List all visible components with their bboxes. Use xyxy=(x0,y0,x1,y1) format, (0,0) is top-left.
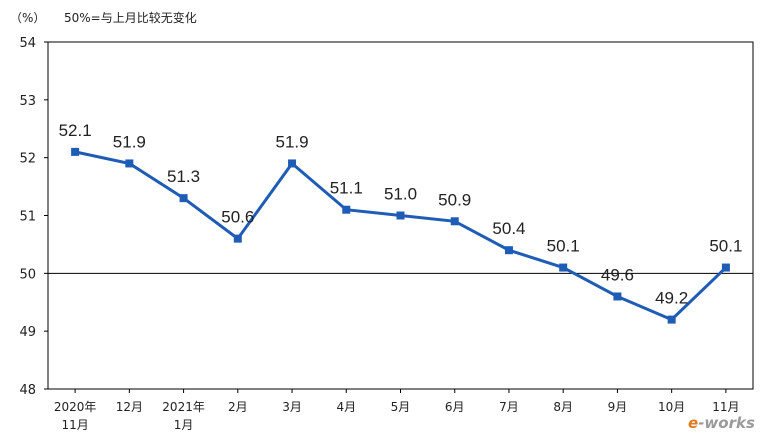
y-tick-label: 54 xyxy=(19,36,36,51)
x-tick-label: 11月 xyxy=(61,418,88,432)
data-point xyxy=(342,205,351,214)
y-tick-label: 49 xyxy=(19,325,36,340)
data-point xyxy=(450,217,459,226)
data-point xyxy=(233,234,242,243)
data-point xyxy=(71,147,80,156)
data-label: 51.0 xyxy=(384,185,417,204)
x-tick-label: 9月 xyxy=(608,400,628,414)
unit-label: （%） xyxy=(10,11,46,25)
data-point xyxy=(667,315,676,324)
x-tick-label: 10月 xyxy=(658,400,685,414)
x-tick-label: 2020年 xyxy=(54,400,97,414)
data-label: 51.1 xyxy=(330,179,363,198)
data-point xyxy=(721,263,730,272)
data-label: 50.6 xyxy=(221,208,254,227)
data-point xyxy=(504,246,513,255)
x-tick-label: 1月 xyxy=(174,418,194,432)
x-tick-label: 4月 xyxy=(336,400,356,414)
data-label: 50.1 xyxy=(547,237,580,256)
data-label: 52.1 xyxy=(59,121,92,140)
data-point xyxy=(396,211,405,220)
data-label: 51.9 xyxy=(275,132,308,151)
data-label: 49.2 xyxy=(655,289,688,308)
data-label: 50.1 xyxy=(709,237,742,256)
x-tick-label: 12月 xyxy=(116,400,143,414)
chart-note: 50%=与上月比较无变化 xyxy=(64,11,197,25)
data-label: 51.3 xyxy=(167,167,200,186)
y-tick-label: 48 xyxy=(19,383,36,398)
data-label: 51.9 xyxy=(113,132,146,151)
data-point xyxy=(179,194,188,203)
data-label: 49.6 xyxy=(601,265,634,284)
x-tick-label: 3月 xyxy=(282,400,302,414)
data-label: 50.4 xyxy=(492,219,525,238)
y-tick-label: 52 xyxy=(19,152,36,167)
data-point xyxy=(288,159,297,168)
x-tick-label: 6月 xyxy=(445,400,465,414)
y-tick-label: 51 xyxy=(19,210,36,225)
data-point xyxy=(125,159,134,168)
x-tick-label: 11月 xyxy=(712,400,739,414)
x-tick-label: 2月 xyxy=(228,400,248,414)
y-tick-label: 50 xyxy=(19,267,36,282)
data-point xyxy=(559,263,568,272)
x-tick-label: 5月 xyxy=(391,400,411,414)
data-point xyxy=(613,292,622,301)
x-tick-label: 8月 xyxy=(553,400,573,414)
y-tick-label: 53 xyxy=(19,94,36,109)
watermark-logo: e-works xyxy=(688,414,755,432)
data-label: 50.9 xyxy=(438,190,471,209)
x-tick-label: 7月 xyxy=(499,400,519,414)
x-tick-label: 2021年 xyxy=(162,400,205,414)
